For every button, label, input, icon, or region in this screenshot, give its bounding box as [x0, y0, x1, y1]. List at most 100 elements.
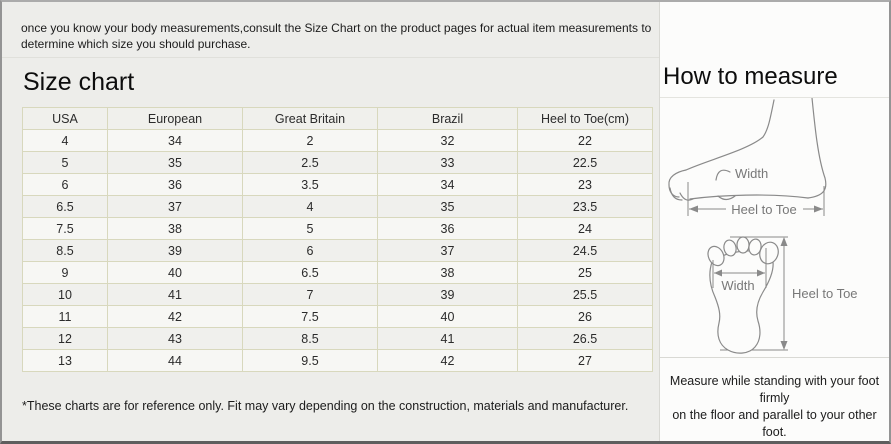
table-cell: 5 [242, 217, 378, 240]
how-to-measure-section: How to measure Width [659, 2, 889, 441]
size-table-head-row: USA European Great Britain Brazil Heel to To… [22, 107, 653, 130]
table-row: 7.5 38 5 36 24 [22, 217, 653, 240]
how-to-measure-title: How to measure [663, 63, 838, 91]
foot-diagrams: Width Heel to Toe Heel to T [660, 98, 889, 358]
arrow-down-icon [780, 341, 788, 351]
how-to-measure-title-area: How to measure [660, 2, 889, 99]
table-cell: 43 [107, 327, 243, 350]
side-heel-to-toe-label: Heel to Toe [731, 202, 797, 217]
table-cell: 36 [107, 173, 243, 196]
footprint-toe [707, 245, 725, 267]
column-header: Heel to Toe(cm) [517, 107, 653, 130]
table-cell: 41 [377, 327, 518, 350]
table-cell: 34 [107, 129, 243, 152]
table-cell: 11 [22, 305, 108, 328]
table-row: 10 41 7 39 25.5 [22, 283, 653, 306]
intro-text: once you know your body measurements,con… [2, 2, 659, 58]
table-cell: 6 [22, 173, 108, 196]
table-row: 4 34 2 32 22 [22, 129, 653, 152]
table-cell: 6.5 [22, 195, 108, 218]
arrow-left-icon [689, 205, 698, 213]
footprint-sole-outline [709, 250, 774, 354]
table-row: 11 42 7.5 40 26 [22, 305, 653, 328]
column-header: Great Britain [242, 107, 378, 130]
table-cell: 41 [107, 283, 243, 306]
table-cell: 37 [107, 195, 243, 218]
table-cell: 7.5 [22, 217, 108, 240]
table-row: 12 43 8.5 41 26.5 [22, 327, 653, 350]
table-cell: 7.5 [242, 305, 378, 328]
table-cell: 37 [377, 239, 518, 262]
table-cell: 26 [517, 305, 653, 328]
table-row: 6 36 3.5 34 23 [22, 173, 653, 196]
intro-line-1: once you know your body measurements,con… [21, 21, 652, 35]
table-cell: 7 [242, 283, 378, 306]
table-cell: 10 [22, 283, 108, 306]
table-cell: 2.5 [242, 151, 378, 174]
arrow-up-icon [780, 237, 788, 247]
instruction-line-2: on the floor and parallel to your other … [672, 408, 877, 439]
table-row: 9 40 6.5 38 25 [22, 261, 653, 284]
arrow-right-icon [814, 205, 823, 213]
table-cell: 32 [377, 129, 518, 152]
size-table-head: USA European Great Britain Brazil Heel to To… [22, 107, 653, 130]
table-cell: 40 [377, 305, 518, 328]
table-cell: 5 [22, 151, 108, 174]
table-cell: 39 [377, 283, 518, 306]
table-cell: 9.5 [242, 349, 378, 372]
table-cell: 26.5 [517, 327, 653, 350]
table-cell: 3.5 [242, 173, 378, 196]
arrow-left-icon [714, 269, 722, 277]
table-cell: 40 [107, 261, 243, 284]
table-cell: 36 [377, 217, 518, 240]
table-cell: 9 [22, 261, 108, 284]
table-row: 6.5 37 4 35 23.5 [22, 195, 653, 218]
table-cell: 25.5 [517, 283, 653, 306]
table-cell: 23 [517, 173, 653, 196]
bottom-width-label: Width [721, 278, 754, 293]
size-chart-title: Size chart [23, 68, 135, 96]
foot-knuckle-arc [715, 169, 731, 181]
table-cell: 42 [377, 349, 518, 372]
foot-side-view-diagram: Width Heel to Toe [668, 98, 827, 217]
footprint-big-toe [759, 241, 779, 265]
table-cell: 44 [107, 349, 243, 372]
table-cell: 22.5 [517, 151, 653, 174]
table-cell: 6.5 [242, 261, 378, 284]
reference-note: *These charts are for reference only. Fi… [22, 399, 629, 413]
table-row: 13 44 9.5 42 27 [22, 349, 653, 372]
table-cell: 34 [377, 173, 518, 196]
foot-toe-detail [669, 187, 683, 201]
side-width-label: Width [735, 166, 768, 181]
table-cell: 42 [107, 305, 243, 328]
foot-bottom-view-diagram: Heel to Toe Width [707, 236, 858, 354]
table-row: 5 35 2.5 33 22.5 [22, 151, 653, 174]
bottom-heel-to-toe-label: Heel to Toe [792, 286, 858, 301]
column-header: European [107, 107, 243, 130]
table-cell: 2 [242, 129, 378, 152]
table-cell: 6 [242, 239, 378, 262]
table-row: 8.5 39 6 37 24.5 [22, 239, 653, 262]
table-cell: 23.5 [517, 195, 653, 218]
table-cell: 25 [517, 261, 653, 284]
foot-toe-detail [679, 192, 694, 201]
table-cell: 38 [107, 217, 243, 240]
table-cell: 35 [377, 195, 518, 218]
table-cell: 27 [517, 349, 653, 372]
footprint-toe [723, 239, 737, 257]
measure-instruction: Measure while standing with your foot fi… [660, 358, 889, 441]
column-header: USA [22, 107, 108, 130]
table-cell: 39 [107, 239, 243, 262]
table-cell: 12 [22, 327, 108, 350]
size-chart-section: once you know your body measurements,con… [2, 2, 659, 441]
table-cell: 22 [517, 129, 653, 152]
size-table: USA European Great Britain Brazil Heel to To… [22, 107, 653, 372]
foot-top-outline [685, 99, 775, 171]
table-cell: 4 [22, 129, 108, 152]
table-cell: 24.5 [517, 239, 653, 262]
table-cell: 4 [242, 195, 378, 218]
table-cell: 38 [377, 261, 518, 284]
intro-line-2: determine which size you should purchase… [21, 37, 251, 51]
instruction-line-1: Measure while standing with your foot fi… [669, 374, 880, 405]
